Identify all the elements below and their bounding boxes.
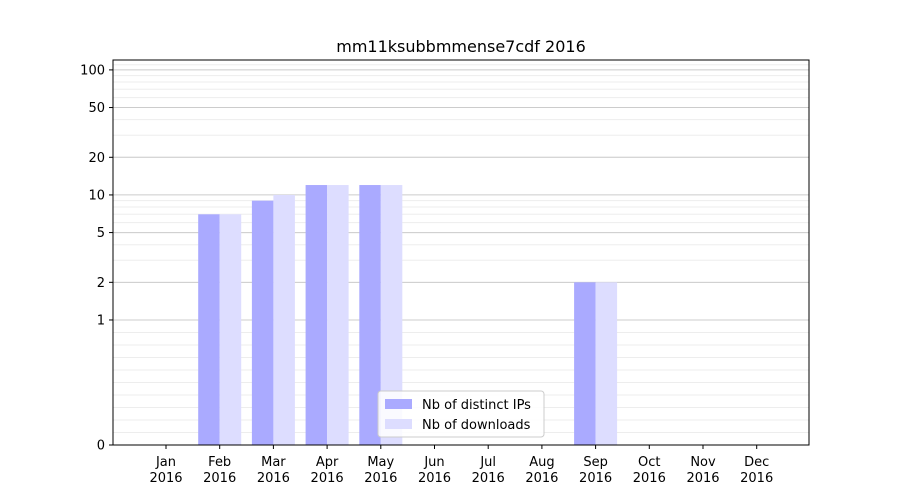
x-tick-label-month: Nov (690, 455, 716, 470)
legend-label: Nb of downloads (422, 418, 531, 433)
x-tick-label-month: Jul (479, 455, 496, 470)
x-tick-label-year: 2016 (257, 471, 290, 486)
x-tick-label-month: Apr (316, 455, 339, 470)
x-tick-label-year: 2016 (740, 471, 773, 486)
x-tick-label-year: 2016 (525, 471, 558, 486)
x-tick-label-year: 2016 (311, 471, 344, 486)
x-tick-label-month: Jun (423, 455, 444, 470)
legend: Nb of distinct IPs Nb of downloads (377, 390, 545, 438)
x-tick-label-year: 2016 (149, 471, 182, 486)
x-tick-label-month: Dec (744, 455, 769, 470)
x-tick-label-month: May (367, 455, 394, 470)
x-tick-label-year: 2016 (418, 471, 451, 486)
chart-title: mm11ksubbmmense7cdf 2016 (336, 37, 586, 56)
bar-downloads (273, 194, 295, 445)
plot-frame (112, 59, 810, 446)
bar-distinct-ips (305, 185, 328, 445)
bar-distinct-ips (251, 200, 274, 445)
legend-swatch (385, 399, 412, 409)
x-tick-label-month: Oct (638, 455, 660, 470)
y-tick-label: 1 (97, 313, 105, 328)
legend-label: Nb of distinct IPs (422, 398, 531, 413)
legend-box (377, 390, 545, 438)
y-tick-label: 10 (88, 188, 105, 203)
x-axis: Jan2016Feb2016Mar2016Apr2016May2016Jun20… (149, 445, 773, 486)
bar-downloads (219, 214, 242, 445)
x-tick-label-month: Jan (155, 455, 176, 470)
bar-downloads (595, 282, 618, 445)
y-tick-label: 2 (97, 276, 105, 291)
x-tick-label-year: 2016 (686, 471, 719, 486)
bar-distinct-ips (359, 185, 381, 445)
y-tick-label: 0 (97, 439, 105, 454)
y-tick-label: 20 (88, 151, 105, 166)
x-tick-label-year: 2016 (472, 471, 505, 486)
x-tick-label-month: Feb (208, 455, 231, 470)
bar-downloads (380, 185, 403, 445)
y-tick-label: 5 (97, 226, 105, 241)
legend-swatch (385, 419, 412, 429)
x-tick-label-year: 2016 (203, 471, 236, 486)
bar-downloads (327, 185, 349, 445)
bars (198, 185, 618, 445)
x-tick-label-month: Mar (261, 455, 286, 470)
bar-distinct-ips (198, 214, 220, 445)
x-tick-label-year: 2016 (633, 471, 666, 486)
x-tick-label-year: 2016 (579, 471, 612, 486)
x-tick-label-month: Aug (529, 455, 554, 470)
y-tick-label: 50 (88, 101, 105, 116)
x-tick-label-month: Sep (583, 455, 608, 470)
y-axis: 0 1 2 5 10 20 50 100 (80, 63, 113, 454)
x-tick-label-year: 2016 (364, 471, 397, 486)
y-tick-label: 100 (80, 63, 105, 78)
bar-distinct-ips (574, 282, 596, 445)
